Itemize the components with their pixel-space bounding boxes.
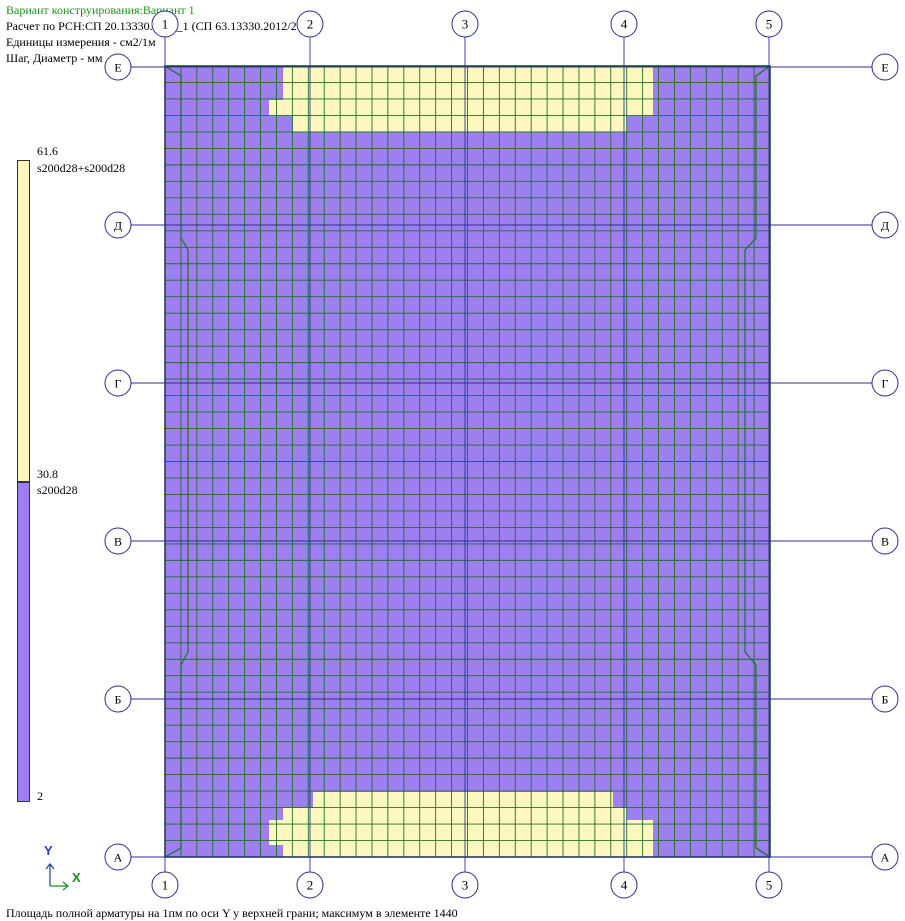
axis-label-bottom: 1 <box>162 878 169 893</box>
axis-label-right: Г <box>882 377 889 391</box>
grid-axes: 1 1 2 2 3 3 4 4 5 5 Е Е Д Д Г Г В В Б Б А А <box>104 10 899 899</box>
axis-label-top: 4 <box>621 17 628 32</box>
legend-bar-high <box>17 160 30 482</box>
axis-bubble <box>104 527 132 555</box>
axis-bubble <box>296 10 324 38</box>
axis-bubble <box>871 685 899 713</box>
step-info: Шаг, Диаметр - мм <box>6 51 103 65</box>
axis-bubble <box>296 871 324 899</box>
axis-label-right: Е <box>881 61 888 75</box>
axis-label-left: Б <box>115 693 122 707</box>
axis-label-right: Д <box>881 219 889 233</box>
axis-bubble <box>871 369 899 397</box>
status-caption: Площадь полной арматуры на 1пм по оси Y … <box>6 906 458 920</box>
axis-label-right: Б <box>882 693 889 707</box>
units-info: Единицы измерения - см2/1м <box>6 35 156 49</box>
axis-label-top: 1 <box>162 17 169 32</box>
axis-bubble <box>755 10 783 38</box>
inner-line-right <box>744 65 771 858</box>
axis-bubble <box>104 211 132 239</box>
axis-label-bottom: 3 <box>462 878 469 893</box>
zone-bottom-high <box>269 792 653 857</box>
axis-label-bottom: 2 <box>307 878 314 893</box>
axis-bubble <box>151 871 179 899</box>
legend-value-max: 61.6 <box>37 144 58 158</box>
axis-label-right: А <box>881 851 890 865</box>
axis-label-right: В <box>881 535 889 549</box>
legend-value-mid: 30.8 <box>37 467 58 481</box>
legend-bar-low <box>17 482 30 802</box>
axis-bubble <box>104 685 132 713</box>
legend-label-high: s200d28+s200d28 <box>37 161 126 175</box>
axis-bubble <box>610 871 638 899</box>
axis-bubble <box>871 53 899 81</box>
legend-label-low: s200d28 <box>37 483 78 497</box>
axis-bubble <box>104 843 132 871</box>
axis-label-top: 5 <box>766 17 773 32</box>
axis-label-left: Е <box>114 61 121 75</box>
axis-bubble <box>755 871 783 899</box>
axis-bubble <box>871 843 899 871</box>
axis-label-bottom: 4 <box>621 878 628 893</box>
axis-bubble <box>451 10 479 38</box>
axis-label-bottom: 5 <box>766 878 773 893</box>
axis-bubble <box>451 871 479 899</box>
axis-label-left: А <box>114 851 123 865</box>
axis-label-left: Г <box>115 377 122 391</box>
axis-bubble <box>151 10 179 38</box>
legend-value-min: 2 <box>37 789 43 803</box>
axis-label-top: 3 <box>462 17 469 32</box>
axis-bubble <box>104 53 132 81</box>
variant-title: Вариант конструирования:Вариант 1 <box>6 3 195 17</box>
axis-bubble <box>871 527 899 555</box>
axis-bubble <box>610 10 638 38</box>
axis-label-top: 2 <box>307 17 314 32</box>
axis-x-label: X <box>72 870 81 885</box>
axis-label-left: В <box>114 535 122 549</box>
axis-bubble <box>871 211 899 239</box>
axis-bubble <box>104 369 132 397</box>
axis-y-label: Y <box>44 843 53 858</box>
inner-line-left <box>164 65 189 858</box>
axis-label-left: Д <box>114 219 122 233</box>
